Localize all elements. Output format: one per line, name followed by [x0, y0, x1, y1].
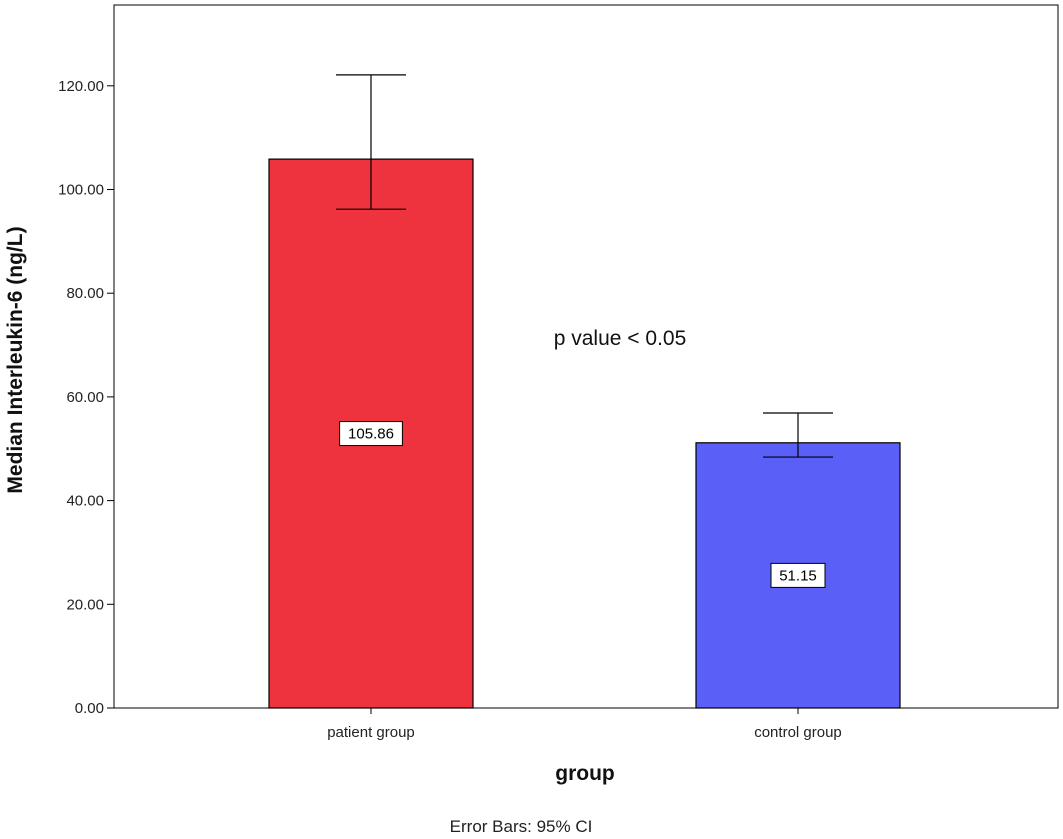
data-label: 51.15	[770, 562, 826, 588]
error-bar	[763, 412, 833, 458]
y-axis: 0.00 20.00 40.00 60.00 80.00 100.00 120.00	[58, 78, 114, 717]
y-tick-label: 60.00	[66, 389, 104, 406]
x-category-label: patient group	[327, 724, 415, 741]
p-value-annotation: p value < 0.05	[554, 327, 687, 350]
y-tick-label: 120.00	[58, 78, 104, 95]
y-axis-title: Median Interleukin-6 (ng/L)	[4, 226, 27, 493]
data-label: 105.86	[339, 421, 403, 447]
y-tick-label: 80.00	[66, 285, 104, 302]
error-bars-note: Error Bars: 95% CI	[450, 817, 593, 836]
error-bar	[336, 74, 406, 210]
y-tick-label: 40.00	[66, 493, 104, 510]
data-label-text: 51.15	[779, 567, 817, 584]
x-axis-title: group	[555, 762, 614, 785]
y-tick-label: 0.00	[75, 700, 104, 717]
x-category-label: control group	[754, 724, 842, 741]
bars: 105.86 51.15	[268, 74, 901, 709]
x-axis: patient group control group	[327, 708, 842, 741]
y-tick-label: 100.00	[58, 182, 104, 199]
plot-frame	[113, 4, 1059, 709]
y-tick-label: 20.00	[66, 596, 104, 613]
data-label-text: 105.86	[348, 426, 394, 443]
